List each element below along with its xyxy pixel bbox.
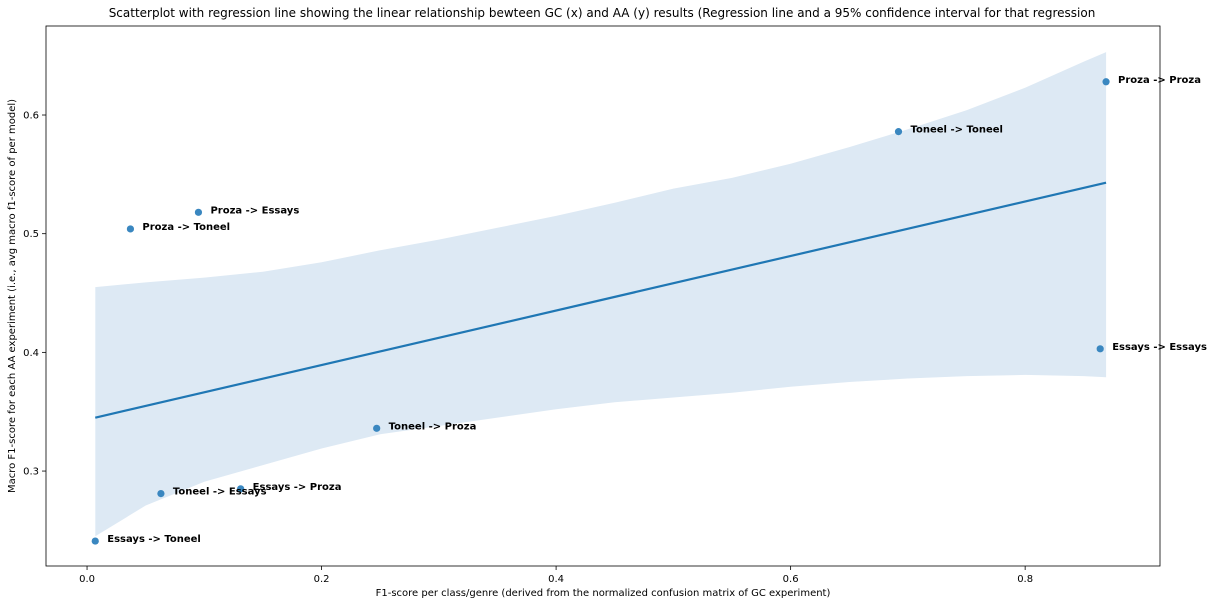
point-label: Essays -> Proza [253, 482, 342, 493]
confidence-band [95, 52, 1107, 537]
data-point [894, 128, 903, 136]
regression-line [95, 181, 1107, 419]
x-tick-label: 0.6 [783, 574, 799, 585]
confidence-band-layer [95, 52, 1107, 537]
point-label: Toneel -> Toneel [911, 125, 1003, 136]
y-tick-label: 0.3 [23, 467, 39, 478]
x-tick-label: 0.0 [79, 574, 95, 585]
data-point [237, 485, 245, 493]
data-point [1096, 345, 1104, 353]
point-label: Proza -> Toneel [142, 222, 230, 233]
point-label: Toneel -> Essays [173, 487, 267, 498]
x-tick-label: 0.2 [314, 574, 330, 585]
x-tick-label: 0.4 [548, 574, 564, 585]
data-points-layer [91, 78, 1110, 545]
data-point [126, 225, 135, 233]
y-tick-label: 0.6 [23, 111, 39, 122]
point-label: Proza -> Essays [210, 205, 299, 216]
data-point [1102, 78, 1110, 86]
x-axis-label: F1-score per class/genre (derived from t… [376, 588, 831, 599]
point-label: Essays -> Toneel [107, 534, 201, 545]
chart-title: Scatterplot with regression line showing… [109, 6, 1096, 20]
regression-line-layer [95, 181, 1107, 419]
data-point [157, 490, 165, 498]
data-point [194, 208, 203, 216]
y-axis: 0.3 0.4 0.5 0.6 [23, 111, 46, 478]
x-tick-label: 0.8 [1017, 574, 1033, 585]
y-tick-label: 0.4 [23, 348, 39, 359]
x-axis: 0.0 0.2 0.4 0.6 0.8 [79, 566, 1033, 585]
point-label: Toneel -> Proza [389, 421, 477, 432]
data-point [373, 424, 381, 432]
y-tick-label: 0.5 [23, 229, 39, 240]
data-point [91, 537, 99, 545]
plot-frame [45, 25, 1161, 567]
y-axis-label: Macro F1-score for each AA experiment (i… [7, 99, 18, 493]
point-label: Proza -> Proza [1118, 75, 1201, 86]
